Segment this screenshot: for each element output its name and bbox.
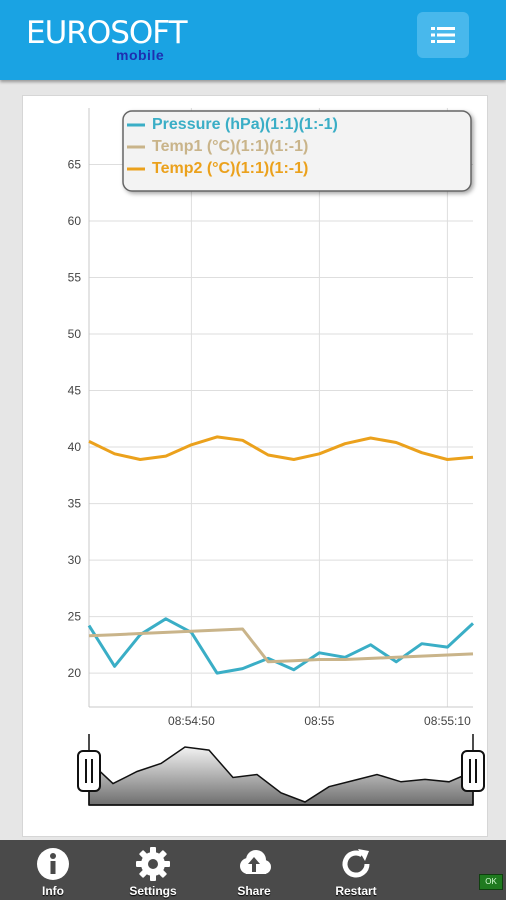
series-line-2 [88,435,474,461]
gear-icon [136,847,170,881]
share-label: Share [237,884,271,898]
cloud-upload-icon [240,850,271,874]
legend-item: Temp2 (°C)(1:1)(1:-1) [152,160,308,177]
navigator-handle-right[interactable] [461,734,485,805]
info-icon [37,848,69,880]
y-tick-label: 25 [68,610,82,624]
legend-box [122,110,472,192]
info-button[interactable]: Info [13,840,93,900]
settings-label: Settings [129,884,177,898]
chart-legend: Pressure (hPa)(1:1)(1:-1) Temp1 (°C)(1:1)… [122,110,472,192]
y-tick-label: 40 [68,440,82,454]
app-header: EUROSOFT mobile [0,0,506,80]
share-button[interactable]: Share [214,840,294,900]
y-tick-label: 35 [68,497,82,511]
legend-item: Temp1 (°C)(1:1)(1:-1) [152,138,308,155]
series-line-0 [87,617,475,675]
chart-card: 20 25 30 35 40 45 50 55 60 65 08:54:50 08:55 08:55:1… [22,95,488,837]
y-tick-label: 20 [68,666,82,680]
y-tick-label: 30 [68,553,82,567]
line-chart[interactable]: 20 25 30 35 40 45 50 55 60 65 08:54:50 08:55 08:55:1… [23,96,487,836]
x-tick-label: 08:55:10 [424,714,471,728]
info-label: Info [42,884,64,898]
y-tick-label: 65 [68,158,82,172]
y-tick-label: 45 [68,384,82,398]
status-badge: OK [479,874,503,890]
menu-button[interactable] [417,12,469,58]
app-logo: EUROSOFT [26,15,188,51]
refresh-icon [342,849,370,878]
navigator-handle-grip [461,750,485,792]
range-navigator [77,734,485,806]
settings-button[interactable]: Settings [113,840,193,900]
restart-button[interactable]: Restart [316,840,396,900]
footer-toolbar: Info Settings Share [0,840,506,900]
y-tick-label: 50 [68,327,82,341]
app-logo-subtitle: mobile [116,47,165,63]
legend-item: Pressure (hPa)(1:1)(1:-1) [152,116,338,133]
x-tick-label: 08:54:50 [168,714,215,728]
y-tick-label: 60 [68,214,82,228]
x-tick-label: 08:55 [304,714,334,728]
navigator-handle-left[interactable] [77,734,101,805]
y-tick-label: 55 [68,271,82,285]
navigator-handle-grip [77,750,101,792]
restart-label: Restart [335,884,377,898]
navigator-area [88,746,474,806]
series-line-1 [88,627,474,664]
list-icon [431,27,455,43]
